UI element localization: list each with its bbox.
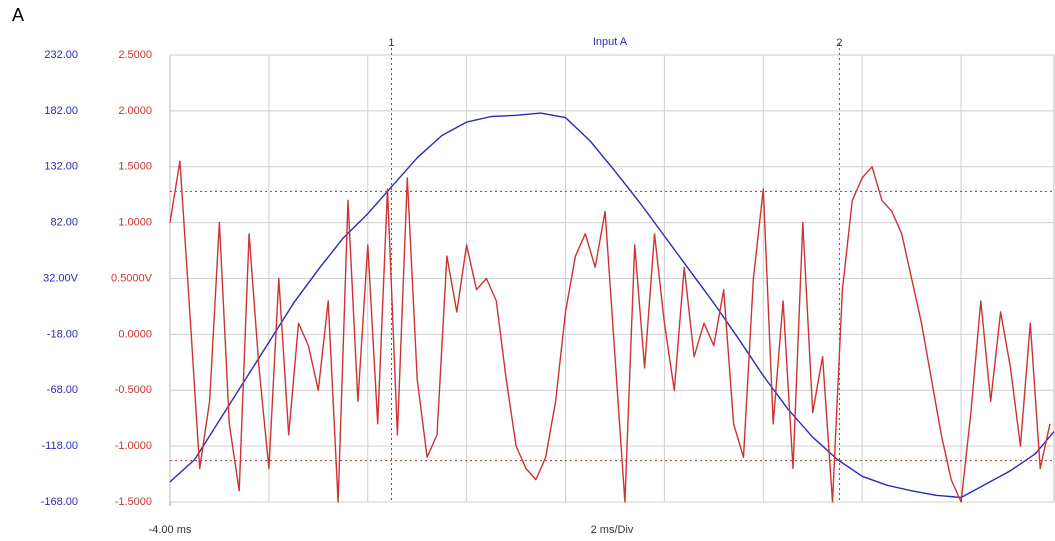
series-line: [169, 160, 1051, 503]
y2-tick-label: -1.0000: [115, 440, 152, 452]
y2-tick-label: 1.0000: [118, 217, 152, 229]
x-tick-label: -4.00 ms: [149, 524, 192, 536]
y-tick-label: -18.00: [47, 328, 78, 340]
y2-tick-label: -0.5000: [115, 384, 152, 396]
series-line: [169, 112, 1055, 499]
cursor-label: 2: [836, 37, 842, 49]
y-tick-label: 182.00: [44, 105, 78, 117]
y-tick-label: 132.00: [44, 161, 78, 173]
channel-title: Input A: [593, 36, 628, 48]
y2-tick-label: 0.0000: [118, 328, 152, 340]
y2-tick-label: 0.5000V: [111, 272, 153, 284]
y-tick-label: -118.00: [42, 440, 79, 452]
y-tick-label: 82.00: [50, 217, 78, 229]
cursor-label: 1: [388, 37, 394, 49]
y2-tick-label: -1.5000: [115, 496, 152, 508]
y2-tick-label: 1.5000: [118, 161, 152, 173]
y2-tick-label: 2.5000: [118, 49, 152, 61]
y-tick-label: 32.00V: [43, 272, 79, 284]
y2-tick-label: 2.0000: [118, 105, 152, 117]
panel-label: A: [12, 5, 24, 25]
y-tick-label: -68.00: [47, 384, 78, 396]
y-tick-label: 232.00: [44, 49, 78, 61]
y-tick-label: -168.00: [41, 496, 78, 508]
x-axis-label: 2 ms/Div: [591, 524, 634, 536]
